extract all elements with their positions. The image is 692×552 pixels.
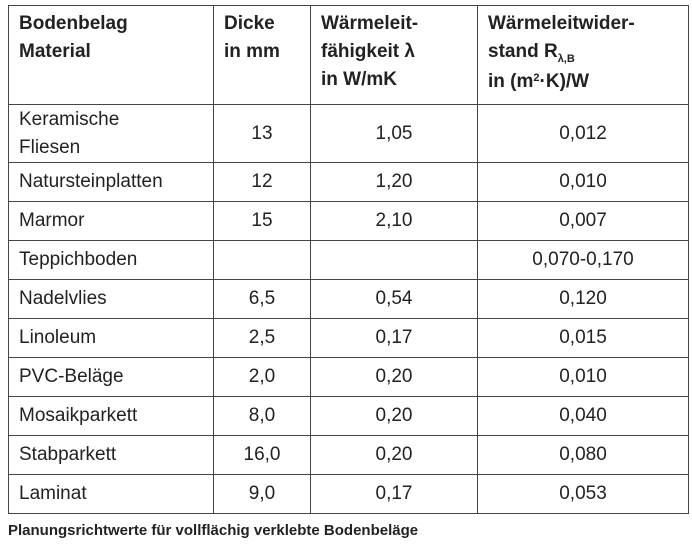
cell-material: PVC-Beläge (8, 357, 214, 397)
floor-covering-table: Bodenbelag Material Dicke in mm Wärmelei… (8, 5, 689, 514)
cell-thickness (213, 240, 311, 280)
header-resistance-line1: Wärmeleitwider- (488, 13, 635, 34)
header-resistance-line3: in (m (488, 71, 534, 92)
header-resistance-line2: stand R (488, 41, 558, 62)
table-container: Bodenbelag Material Dicke in mm Wärmelei… (8, 5, 689, 514)
header-resistance-superscript: 2 (533, 72, 540, 84)
table-row: Keramische Fliesen 13 1,05 0,012 (8, 104, 689, 163)
table-row: PVC-Beläge 2,0 0,20 0,010 (8, 357, 689, 397)
cell-conductivity: 0,20 (310, 357, 478, 397)
cell-conductivity: 1,20 (310, 162, 478, 202)
cell-resistance: 0,012 (477, 104, 689, 163)
cell-conductivity: 0,20 (310, 396, 478, 436)
cell-resistance: 0,007 (477, 201, 689, 241)
cell-conductivity: 2,10 (310, 201, 478, 241)
table-row: Natursteinplatten 12 1,20 0,010 (8, 162, 689, 202)
cell-material: Nadelvlies (8, 279, 214, 319)
cell-material: Linoleum (8, 318, 214, 358)
table-row: Nadelvlies 6,5 0,54 0,120 (8, 279, 689, 319)
cell-resistance: 0,120 (477, 279, 689, 319)
cell-material: Keramische Fliesen (8, 104, 214, 163)
cell-material: Laminat (8, 474, 214, 514)
cell-thickness: 8,0 (213, 396, 311, 436)
cell-conductivity (310, 240, 478, 280)
header-resistance-line3-suffix: ·K)/W (539, 71, 590, 92)
header-resistance-subscript: λ,B (557, 53, 575, 65)
cell-resistance: 0,053 (477, 474, 689, 514)
table-caption: Planungsrichtwerte für vollflächig verkl… (8, 522, 419, 539)
cell-resistance: 0,040 (477, 396, 689, 436)
table-row: Stabparkett 16,0 0,20 0,080 (8, 435, 689, 475)
table-row: Teppichboden 0,070-0,170 (8, 240, 689, 280)
cell-material: Stabparkett (8, 435, 214, 475)
cell-thickness: 9,0 (213, 474, 311, 514)
cell-conductivity: 0,54 (310, 279, 478, 319)
cell-thickness: 2,5 (213, 318, 311, 358)
cell-thickness: 6,5 (213, 279, 311, 319)
cell-resistance: 0,010 (477, 162, 689, 202)
cell-material: Marmor (8, 201, 214, 241)
header-conductivity-line3: in W/mK (321, 69, 397, 90)
header-conductivity-line1: Wärmeleit- (321, 13, 419, 34)
cell-resistance: 0,080 (477, 435, 689, 475)
cell-material-line2: Fliesen (19, 136, 81, 158)
header-conductivity-line2: fähigkeit λ (321, 41, 415, 62)
header-material-line1: Bodenbelag (19, 13, 128, 34)
table-row: Mosaikparkett 8,0 0,20 0,040 (8, 396, 689, 436)
cell-material: Natursteinplatten (8, 162, 214, 202)
cell-resistance: 0,070-0,170 (477, 240, 689, 280)
header-row: Bodenbelag Material Dicke in mm Wärmelei… (8, 5, 689, 105)
cell-thickness: 2,0 (213, 357, 311, 397)
table-row: Laminat 9,0 0,17 0,053 (8, 474, 689, 514)
table-row: Marmor 15 2,10 0,007 (8, 201, 689, 241)
cell-thickness: 15 (213, 201, 311, 241)
cell-material-line1: Keramische (19, 108, 120, 130)
header-material-line2: Material (19, 41, 91, 62)
cell-conductivity: 1,05 (310, 104, 478, 163)
cell-thickness: 16,0 (213, 435, 311, 475)
table-row: Linoleum 2,5 0,17 0,015 (8, 318, 689, 358)
cell-conductivity: 0,17 (310, 474, 478, 514)
header-thickness: Dicke in mm (213, 5, 311, 105)
cell-resistance: 0,010 (477, 357, 689, 397)
cell-conductivity: 0,17 (310, 318, 478, 358)
header-conductivity: Wärmeleit- fähigkeit λ in W/mK (310, 5, 478, 105)
header-resistance: Wärmeleitwider- stand Rλ,B in (m2·K)/W (477, 5, 689, 105)
header-thickness-line2: in mm (224, 41, 280, 62)
cell-material: Teppichboden (8, 240, 214, 280)
cell-conductivity: 0,20 (310, 435, 478, 475)
header-material: Bodenbelag Material (8, 5, 214, 105)
cell-thickness: 13 (213, 104, 311, 163)
cell-thickness: 12 (213, 162, 311, 202)
cell-resistance: 0,015 (477, 318, 689, 358)
header-thickness-line1: Dicke (224, 13, 275, 34)
cell-material: Mosaikparkett (8, 396, 214, 436)
